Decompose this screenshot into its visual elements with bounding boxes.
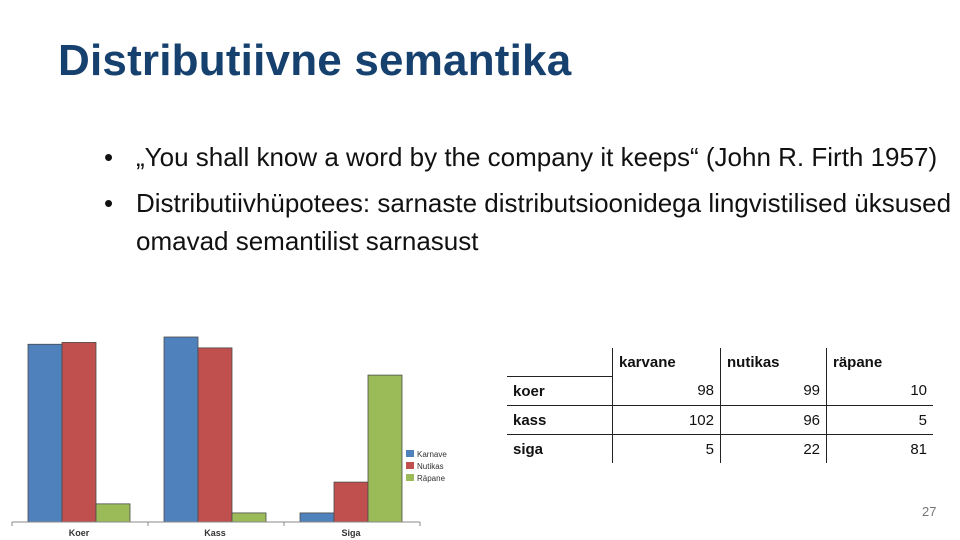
bar-chart: Koer Kass Siga Karnave Nutikas Räpane bbox=[11, 336, 447, 538]
bullet-text: „You shall know a word by the company it… bbox=[136, 142, 938, 172]
bar-siga-räpane bbox=[367, 374, 403, 523]
table-cell: 81 bbox=[826, 434, 933, 463]
legend-label: Karnave bbox=[417, 450, 447, 459]
slide-title: Distributiivne semantika bbox=[58, 36, 572, 85]
table-header-row: karvane nutikas räpane bbox=[507, 348, 933, 377]
bullet-item: • Distributiivhüpotees: sarnaste distrib… bbox=[104, 184, 954, 260]
bullet-marker: • bbox=[104, 142, 114, 172]
table-row-label: siga bbox=[513, 440, 544, 458]
legend-label: Räpane bbox=[417, 474, 446, 483]
bullet-marker: • bbox=[104, 188, 114, 218]
table-cell: 5 bbox=[826, 405, 933, 435]
page-number: 27 bbox=[922, 504, 937, 519]
x-tick-label: Koer bbox=[69, 528, 90, 538]
bar-koer-nutikas bbox=[61, 342, 97, 523]
legend-swatch-karnave bbox=[406, 450, 414, 457]
legend-swatch-nutikas bbox=[406, 462, 414, 469]
table-row: siga 5 22 81 bbox=[507, 434, 933, 463]
bar-kass-nutikas bbox=[197, 347, 233, 523]
bullet-list: • „You shall know a word by the company … bbox=[104, 138, 954, 268]
table-cell: 98 bbox=[612, 376, 721, 406]
table-cell: 102 bbox=[612, 405, 721, 435]
table-row-label: koer bbox=[507, 376, 613, 406]
table-cell: 96 bbox=[720, 405, 827, 435]
distribution-table: karvane nutikas räpane koer 98 99 10 kas… bbox=[507, 348, 933, 463]
table-cell: 10 bbox=[826, 376, 933, 406]
x-tick-label: Kass bbox=[204, 528, 226, 538]
table-cell: 22 bbox=[720, 434, 827, 463]
bullet-text: Distributiivhüpotees: sarnaste distribut… bbox=[136, 188, 952, 256]
table-header-nutikas: nutikas bbox=[720, 348, 827, 377]
bar-koer-karnave bbox=[27, 343, 63, 523]
bar-kass-karnave bbox=[163, 336, 199, 523]
bar-siga-nutikas bbox=[333, 481, 369, 523]
table-header-rapane: räpane bbox=[826, 348, 933, 377]
bar-siga-karnave bbox=[299, 512, 335, 523]
table-row: kass 102 96 5 bbox=[507, 405, 933, 435]
bullet-item: • „You shall know a word by the company … bbox=[104, 138, 954, 176]
x-tick-label: Siga bbox=[341, 528, 361, 538]
table-header-karvane: karvane bbox=[612, 348, 721, 377]
table-row-label: kass bbox=[507, 405, 613, 435]
bar-koer-räpane bbox=[95, 503, 131, 523]
bar-kass-räpane bbox=[231, 512, 267, 523]
table-cell: 5 bbox=[612, 434, 721, 463]
table-cell: 99 bbox=[720, 376, 827, 406]
table-header-empty bbox=[507, 348, 613, 377]
table-row: koer 98 99 10 bbox=[507, 376, 933, 406]
legend-swatch-räpane bbox=[406, 474, 414, 481]
legend-label: Nutikas bbox=[417, 462, 444, 471]
